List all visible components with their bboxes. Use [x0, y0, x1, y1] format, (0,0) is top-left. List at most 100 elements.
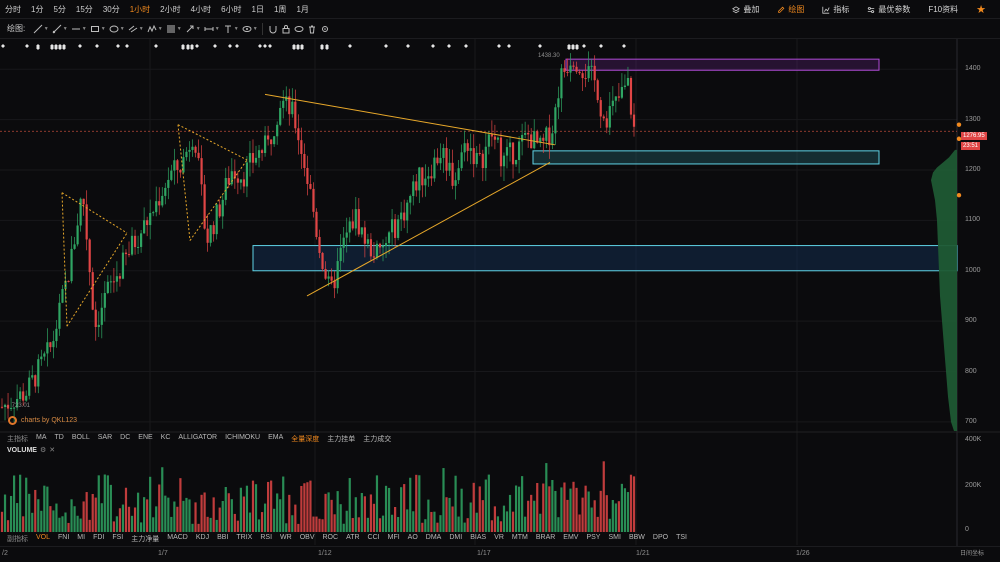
volume-bar	[315, 516, 318, 532]
candle-body	[31, 375, 34, 378]
lock-icon[interactable]	[279, 22, 292, 36]
indicator-tab[interactable]: KC	[160, 433, 171, 441]
indicator-tab[interactable]: DC	[120, 433, 131, 441]
indicator-tab[interactable]: 主力挂单	[327, 435, 356, 443]
timeframe-tab[interactable]: 30分	[102, 4, 120, 14]
timeframe-tab[interactable]: 15分	[75, 4, 93, 14]
indicator-tab[interactable]: MACD	[167, 533, 188, 541]
f10-button[interactable]: F10资料	[919, 4, 967, 15]
indicator-tab[interactable]: PSY	[586, 533, 601, 541]
rectangle-tool-icon[interactable]: ▼	[88, 22, 107, 36]
indicator-tab[interactable]: BIAS	[470, 533, 487, 541]
indicator-tab[interactable]: MI	[77, 533, 86, 541]
indicator-tab[interactable]: ENE	[138, 433, 153, 441]
indicator-tab[interactable]: OBV	[299, 533, 315, 541]
trend-line-tool-icon[interactable]: ▼	[31, 22, 50, 36]
volume-bar	[357, 517, 360, 532]
settings-gear-icon[interactable]	[318, 22, 331, 36]
volume-bar	[629, 474, 633, 532]
axis-mode-label[interactable]: 日间坐标	[960, 551, 985, 557]
horizontal-line-tool-icon[interactable]: ▼	[71, 25, 87, 32]
indicator-tab[interactable]: AO	[407, 533, 418, 541]
price-chart[interactable]	[0, 39, 1000, 562]
timeframe-tab[interactable]: 6小时	[221, 4, 242, 14]
indicator-tab[interactable]: DMA	[425, 533, 442, 541]
indicator-tab[interactable]: DPO	[652, 533, 669, 541]
trash-icon[interactable]	[305, 22, 318, 36]
event-marker-icon	[464, 44, 468, 48]
indicator-tab[interactable]: KDJ	[195, 533, 210, 541]
indicators-button[interactable]: 指标	[813, 4, 858, 15]
indicator-tab[interactable]: RSI	[260, 533, 273, 541]
indicator-tab[interactable]: 主力成交	[363, 435, 392, 443]
indicator-tab[interactable]: MFI	[387, 533, 400, 541]
market-depth-profile	[931, 149, 957, 431]
indicator-tab[interactable]: VR	[494, 533, 504, 541]
timeframe-tab[interactable]: 分时	[5, 4, 21, 14]
volume-bar	[569, 488, 572, 532]
indicator-tab[interactable]: TD	[54, 433, 64, 441]
indicator-tab[interactable]: BRAR	[535, 533, 556, 541]
indicator-tab[interactable]: 全量深度	[291, 435, 320, 443]
chart-area[interactable]	[0, 39, 1000, 562]
timeframe-tab[interactable]: 1周	[273, 4, 287, 14]
indicator-tab[interactable]: FNI	[58, 533, 70, 541]
optimal-params-button[interactable]: 最优参数	[858, 4, 919, 15]
candle-body	[276, 124, 279, 137]
volume-bar	[542, 483, 545, 532]
ray-tool-icon[interactable]: ▼	[50, 22, 69, 36]
fibonacci-tool-icon[interactable]: ▼	[164, 22, 183, 36]
indicator-tab[interactable]: ALLIGATOR	[178, 433, 218, 441]
indicator-tab[interactable]: BBI	[217, 533, 229, 541]
indicator-tab[interactable]: ICHIMOKU	[225, 433, 261, 441]
indicator-tab[interactable]: VOL	[36, 533, 51, 541]
volume-bar	[182, 500, 185, 532]
candle-body	[348, 221, 351, 233]
timeframe-tab[interactable]: 2小时	[160, 4, 181, 14]
text-tool-icon[interactable]: ▼	[221, 22, 240, 36]
volume-settings-icon[interactable]: ⚙	[39, 447, 47, 454]
eye-tool-icon[interactable]: ▼	[240, 22, 259, 36]
overlay-button[interactable]: 叠加	[723, 4, 768, 15]
timeframe-tab[interactable]: 1日	[251, 4, 264, 14]
channel-tool-icon[interactable]: ▼	[126, 22, 145, 36]
indicator-tab[interactable]: EMV	[563, 533, 579, 541]
indicator-tab[interactable]: BOLL	[71, 433, 90, 441]
draw-button[interactable]: 绘图	[768, 4, 813, 15]
indicator-tab[interactable]: FSI	[112, 533, 124, 541]
indicator-tab[interactable]: EMA	[268, 433, 284, 441]
indicator-tab[interactable]: TSI	[676, 533, 687, 541]
indicator-tab[interactable]: TRIX	[236, 533, 253, 541]
volume-bar	[354, 497, 357, 532]
indicator-tab[interactable]: SAR	[97, 433, 113, 441]
indicator-tab[interactable]: MTM	[511, 533, 528, 541]
indicator-tab[interactable]: SMI	[608, 533, 621, 541]
measure-tool-icon[interactable]: ▼	[202, 22, 221, 36]
indicator-tab[interactable]: FDI	[93, 533, 105, 541]
indicator-tab[interactable]: BBW	[628, 533, 645, 541]
indicator-tab[interactable]: ATR	[346, 533, 360, 541]
volume-bar	[55, 503, 58, 532]
candle-body	[16, 398, 19, 408]
timeframe-tab[interactable]: 1月	[296, 4, 309, 14]
event-marker-icon	[258, 44, 262, 48]
volume-bar	[478, 486, 481, 532]
indicator-tab[interactable]: 主力净量	[131, 535, 160, 543]
timeframe-tab[interactable]: 4小时	[190, 4, 212, 14]
indicator-tab[interactable]: CCI	[367, 533, 380, 541]
indicator-tab[interactable]: ROC	[322, 533, 339, 541]
indicator-tab[interactable]: MA	[36, 433, 47, 441]
arrow-tool-icon[interactable]: ▼	[183, 22, 202, 36]
favorite-star-icon[interactable]: ★	[976, 4, 986, 16]
timeframe-tab[interactable]: 1分	[31, 4, 44, 14]
volume-bar	[34, 489, 37, 532]
indicator-tab[interactable]: WR	[280, 533, 292, 541]
pattern-tool-icon[interactable]: ▼	[145, 22, 164, 36]
ellipse-tool-icon[interactable]: ▼	[107, 22, 126, 36]
indicator-tab[interactable]: DMI	[449, 533, 463, 541]
volume-close-icon[interactable]: ✕	[49, 447, 56, 454]
magnet-icon[interactable]	[266, 22, 279, 36]
visibility-icon[interactable]	[292, 22, 305, 36]
timeframe-tab[interactable]: 1小时	[129, 4, 151, 14]
timeframe-tab[interactable]: 5分	[53, 4, 66, 14]
